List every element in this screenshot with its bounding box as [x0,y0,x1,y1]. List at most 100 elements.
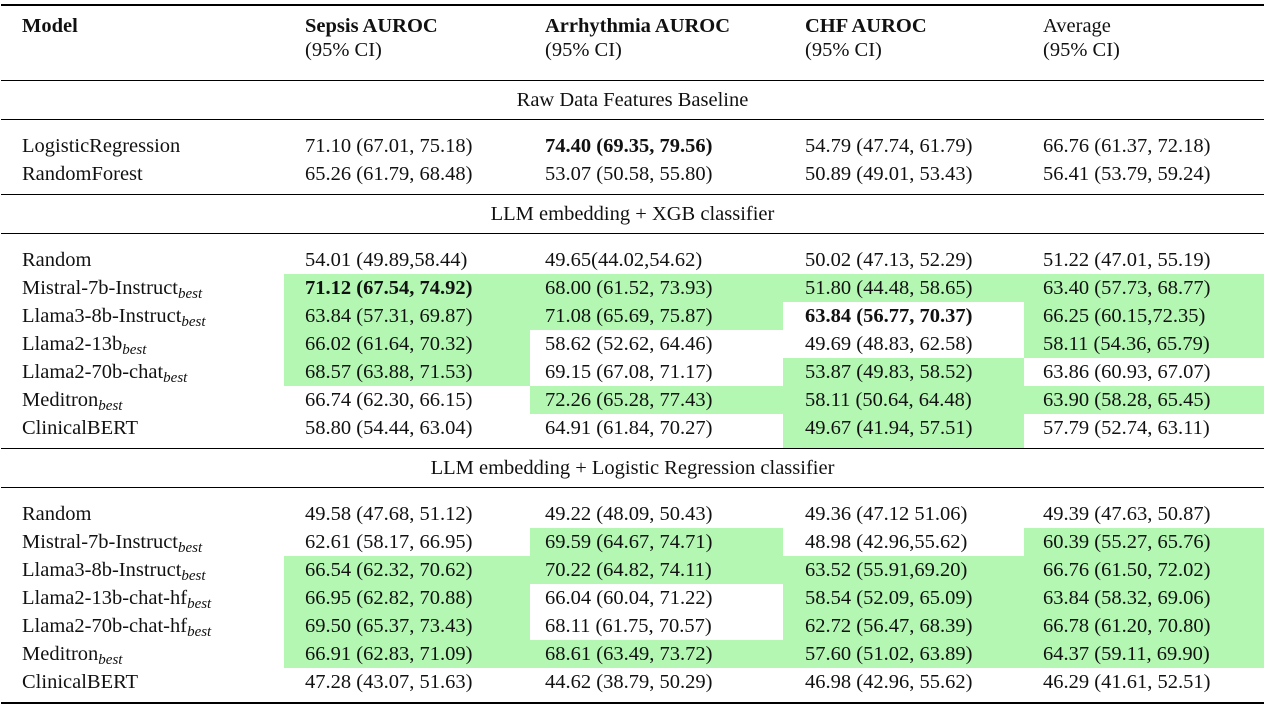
model-name: Llama2-13b-chat-hf [22,587,188,609]
highlighted-score-cell: 57.60 (51.02, 63.89) [783,640,1024,668]
model-subscript: best [181,568,206,584]
score-cell: 54.01 (49.89,58.44) [305,249,468,271]
model-name: Meditron [22,643,99,665]
score-cell: 50.02 (47.13, 52.29) [805,249,973,271]
column-header: CHF AUROC (95% CI) [783,5,1024,81]
table-row: Llama2-70b-chat-hfbest 69.50 (65.37, 73.4… [1,612,1264,640]
model-name-cell: ClinicalBERT [1,414,284,449]
highlighted-score-cell: 70.22 (64.82, 74.11) [530,556,783,584]
column-header-title: Arrhythmia AUROC [545,15,731,37]
model-subscript: best [178,540,203,556]
section-header: LLM embedding + XGB classifier [1,195,1264,234]
model-name: Meditron [22,389,99,411]
score-cell: 49.69 (48.83, 62.58) [805,333,973,355]
highlighted-score-cell: 72.26 (65.28, 77.43) [530,386,783,414]
highlighted-score-cell: 60.39 (55.27, 65.76) [1024,528,1264,556]
model-name-cell: Mistral-7b-Instructbest [1,528,284,556]
model-name-cell: Meditronbest [1,640,284,668]
highlighted-score-cell: 63.52 (55.91,69.20) [783,556,1024,584]
highlighted-score-cell: 66.91 (62.83, 71.09) [284,640,530,668]
column-header-title: Model [22,15,78,37]
highlighted-score-cell: 58.11 (50.64, 64.48) [783,386,1024,414]
highlighted-score-cell: 63.40 (57.73, 68.77) [1024,274,1264,302]
table-header: Model Sepsis AUROC (95% CI) Arrhythmia AURO… [1,5,1264,81]
table-row: Llama2-13b-chat-hfbest 66.95 (62.82, 70.8… [1,584,1264,612]
score-cell: 64.91 (61.84, 70.27) [545,417,713,439]
highlighted-score-cell: 66.02 (61.64, 70.32) [284,330,530,358]
highlighted-score-cell: 71.12 (67.54, 74.92) [284,274,530,302]
score-cell: 66.04 (60.04, 71.22) [545,587,713,609]
score-cell: 58.80 (54.44, 63.04) [305,417,473,439]
score-cell: 68.11 (61.75, 70.57) [545,615,712,637]
highlighted-score-cell: 58.54 (52.09, 65.09) [783,584,1024,612]
score-cell: 62.61 (58.17, 66.95) [305,531,473,553]
score-cell: 49.39 (47.63, 50.87) [1043,503,1211,525]
highlighted-score-cell: 66.76 (61.50, 72.02) [1024,556,1264,584]
model-subscript: best [98,398,123,414]
model-name: Llama2-70b-chat [22,361,164,383]
model-name-cell: Llama2-13b-chat-hfbest [1,584,284,612]
highlighted-score-cell: 68.61 (63.49, 73.72) [530,640,783,668]
table-row: Random 54.01 (49.89,58.44) 49.65(44.02,54.… [1,234,1264,275]
score-cell: 49.36 (47.12 51.06) [805,503,968,525]
score-cell: 48.98 (42.96,55.62) [805,531,968,553]
model-name-cell: LogisticRegression [1,120,284,161]
highlighted-score-cell: 68.00 (61.52, 73.93) [530,274,783,302]
model-subscript: best [122,342,147,358]
score-cell: 50.89 (49.01, 53.43) [805,163,973,185]
table-row: ClinicalBERT 58.80 (54.44, 63.04) 64.91 (6… [1,414,1264,449]
model-name-cell: Llama2-13bbest [1,330,284,358]
model-subscript: best [98,652,123,668]
model-subscript: best [181,314,206,330]
model-name-cell: Llama3-8b-Instructbest [1,556,284,584]
score-cell: 46.98 (42.96, 55.62) [805,671,973,693]
section-title: Raw Data Features Baseline [516,89,749,111]
highlighted-score-cell: 49.67 (41.94, 57.51) [783,414,1024,449]
results-table: Model Sepsis AUROC (95% CI) Arrhythmia AURO… [1,4,1264,704]
table-row: Llama2-70b-chatbest 68.57 (63.88, 71.53) 6… [1,358,1264,386]
highlighted-score-cell: 69.59 (64.67, 74.71) [530,528,783,556]
score-cell: 56.41 (53.79, 59.24) [1043,163,1211,185]
score-cell: 51.22 (47.01, 55.19) [1043,249,1211,271]
model-name: Mistral-7b-Instruct [22,277,178,299]
highlighted-score-cell: 68.57 (63.88, 71.53) [284,358,530,386]
table-row: ClinicalBERT 47.28 (43.07, 51.63) 44.62 (3… [1,668,1264,703]
highlighted-score-cell: 63.84 (57.31, 69.87) [284,302,530,330]
model-name: Mistral-7b-Instruct [22,531,178,553]
score-cell: 49.58 (47.68, 51.12) [305,503,473,525]
score-cell: 63.84 (56.77, 70.37) [805,305,973,327]
score-cell: 66.76 (61.37, 72.18) [1043,135,1211,157]
score-cell: 66.74 (62.30, 66.15) [305,389,473,411]
highlighted-score-cell: 51.80 (44.48, 58.65) [783,274,1024,302]
score-cell: 46.29 (41.61, 52.51) [1043,671,1211,693]
column-header-title: Average [1043,15,1111,37]
section-title: LLM embedding + Logistic Regression clas… [430,457,835,479]
table-row: LogisticRegression 71.10 (67.01, 75.18) 74… [1,120,1264,161]
model-name-cell: Mistral-7b-Instructbest [1,274,284,302]
column-header: Model [1,5,284,81]
model-name: LogisticRegression [22,135,181,157]
model-subscript: best [187,596,212,612]
column-header: Sepsis AUROC (95% CI) [284,5,530,81]
score-cell: 71.10 (67.01, 75.18) [305,135,473,157]
column-header-subtitle: (95% CI) [805,39,882,61]
score-cell: 74.40 (69.35, 79.56) [545,135,713,157]
table-row: Random 49.58 (47.68, 51.12) 49.22 (48.09, … [1,488,1264,529]
model-subscript: best [163,370,188,386]
table-row: Llama3-8b-Instructbest 63.84 (57.31, 69.8… [1,302,1264,330]
model-name-cell: Llama2-70b-chat-hfbest [1,612,284,640]
score-cell: 54.79 (47.74, 61.79) [805,135,973,157]
model-name: Random [22,503,92,525]
model-name-cell: Meditronbest [1,386,284,414]
model-name: Llama3-8b-Instruct [22,559,182,581]
score-cell: 57.79 (52.74, 63.11) [1043,417,1210,439]
model-name: RandomForest [22,163,143,185]
table-row: RandomForest 65.26 (61.79, 68.48) 53.07 (5… [1,160,1264,195]
highlighted-score-cell: 66.95 (62.82, 70.88) [284,584,530,612]
column-header-subtitle: (95% CI) [545,39,622,61]
highlighted-score-cell: 53.87 (49.83, 58.52) [783,358,1024,386]
highlighted-score-cell: 62.72 (56.47, 68.39) [783,612,1024,640]
section-title: LLM embedding + XGB classifier [490,203,775,225]
column-header-subtitle: (95% CI) [305,39,382,61]
score-cell: 53.07 (50.58, 55.80) [545,163,713,185]
